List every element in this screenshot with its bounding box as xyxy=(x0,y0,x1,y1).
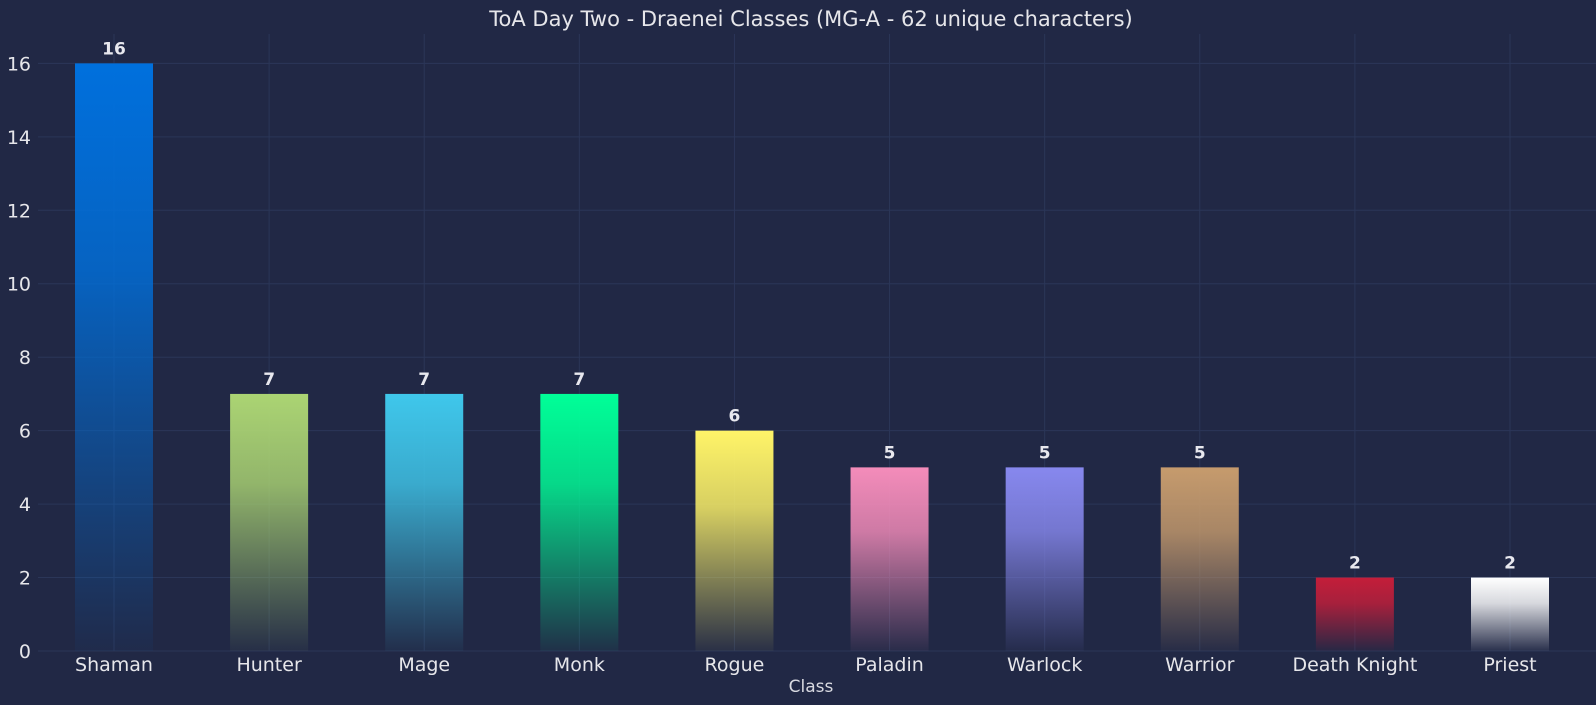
bar-hunter xyxy=(230,393,309,651)
bar-value-label: 16 xyxy=(102,39,126,59)
x-tick-label: Mage xyxy=(398,654,450,676)
x-tick-label: Rogue xyxy=(705,654,765,676)
bars-layer xyxy=(75,63,1549,651)
bar-paladin xyxy=(850,467,929,651)
x-tick-label: Paladin xyxy=(855,654,924,676)
x-tick-label: Warrior xyxy=(1165,654,1234,676)
x-axis-label: Class xyxy=(789,677,834,697)
bar-value-label: 7 xyxy=(418,370,430,390)
x-tick-label: Monk xyxy=(554,654,605,676)
bar-mage xyxy=(385,393,464,651)
bar-monk xyxy=(540,393,619,651)
y-tick-label: 10 xyxy=(7,274,31,296)
y-tick-label: 14 xyxy=(7,127,31,149)
bar-value-label: 5 xyxy=(884,443,896,463)
x-tick-label: Hunter xyxy=(236,654,302,676)
y-tick-label: 2 xyxy=(19,568,31,590)
bar-priest xyxy=(1471,577,1549,651)
y-tick-label: 12 xyxy=(7,200,31,222)
bar-value-label: 7 xyxy=(263,370,275,390)
x-tick-label: Warlock xyxy=(1007,654,1082,676)
y-tick-label: 0 xyxy=(19,641,31,663)
x-tick-label: Priest xyxy=(1483,654,1536,676)
bar-value-label: 2 xyxy=(1349,554,1361,574)
bar-warrior xyxy=(1160,467,1239,651)
y-tick-label: 6 xyxy=(19,421,31,443)
y-tick-label: 4 xyxy=(19,494,31,516)
bar-value-label: 6 xyxy=(729,407,741,427)
x-tick-label: Death Knight xyxy=(1292,654,1417,676)
chart-title: ToA Day Two - Draenei Classes (MG-A - 62… xyxy=(488,7,1132,31)
bar-warlock xyxy=(1005,467,1084,651)
bar-rogue xyxy=(695,430,774,651)
y-tick-label: 16 xyxy=(7,53,31,75)
y-tick-label: 8 xyxy=(19,347,31,369)
bar-value-label: 2 xyxy=(1504,554,1516,574)
bar-value-label: 7 xyxy=(573,370,585,390)
bar-death-knight xyxy=(1315,577,1394,651)
labels-layer: 0 2 4 6 8 10 12 14 16 16 Shaman 7 Hunter 7 Mage 7 Monk 6 R… xyxy=(7,39,1537,676)
bar-shaman xyxy=(75,63,153,651)
x-tick-label: Shaman xyxy=(75,654,153,676)
bar-value-label: 5 xyxy=(1194,443,1206,463)
bar-value-label: 5 xyxy=(1039,443,1051,463)
